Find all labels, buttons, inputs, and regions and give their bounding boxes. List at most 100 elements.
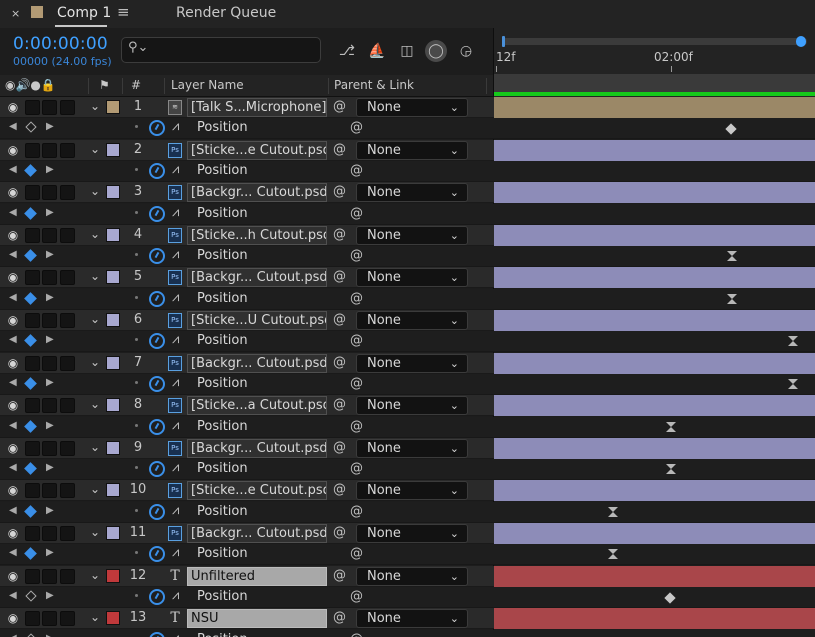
next-keyframe-icon[interactable]: ▶ bbox=[46, 376, 54, 388]
expand-chevron-icon[interactable]: ⌄ bbox=[90, 525, 101, 539]
layer-name[interactable]: [Sticke...h Cutout.psd] bbox=[187, 225, 327, 245]
expand-chevron-icon[interactable]: ⌄ bbox=[90, 99, 101, 113]
solo-toggle[interactable] bbox=[42, 568, 57, 584]
keyframe-marker[interactable] bbox=[607, 506, 618, 517]
visibility-eye-icon[interactable]: ◉ bbox=[7, 355, 19, 370]
pick-whip-icon[interactable]: @ bbox=[333, 439, 346, 455]
expand-chevron-icon[interactable]: ⌄ bbox=[90, 354, 101, 369]
graph-editor-icon[interactable]: ⩘ bbox=[172, 631, 179, 637]
graph-editor-icon[interactable]: ⩘ bbox=[172, 161, 180, 177]
stopwatch-icon[interactable] bbox=[149, 375, 165, 392]
next-keyframe-icon[interactable]: ▶ bbox=[46, 462, 54, 474]
audio-toggle[interactable] bbox=[25, 355, 40, 371]
label-tag-icon[interactable]: ⚑ bbox=[99, 78, 110, 92]
expand-chevron-icon[interactable]: ⌄ bbox=[90, 439, 101, 454]
next-keyframe-icon[interactable]: ▶ bbox=[46, 547, 54, 559]
audio-toggle[interactable] bbox=[25, 100, 40, 115]
prev-keyframe-icon[interactable]: ◀ bbox=[9, 589, 17, 601]
lock-toggle[interactable] bbox=[60, 611, 75, 627]
work-area-bar[interactable] bbox=[494, 74, 815, 92]
expand-chevron-icon[interactable]: ⌄ bbox=[90, 482, 101, 497]
layer-duration-bar[interactable] bbox=[494, 224, 815, 246]
draft-3d-icon[interactable]: ⛵ bbox=[368, 43, 386, 59]
audio-toggle[interactable] bbox=[25, 483, 40, 499]
prev-keyframe-icon[interactable]: ◀ bbox=[9, 249, 17, 261]
property-pick-whip-icon[interactable]: @ bbox=[350, 162, 363, 178]
property-pick-whip-icon[interactable]: @ bbox=[350, 375, 363, 391]
layer-name[interactable]: [Backgr... Cutout.psd] bbox=[187, 438, 327, 458]
stopwatch-icon[interactable] bbox=[149, 503, 165, 520]
audio-toggle[interactable] bbox=[25, 313, 40, 328]
solo-toggle[interactable] bbox=[42, 100, 57, 115]
solo-toggle[interactable] bbox=[42, 227, 57, 243]
layer-name[interactable]: [Sticke...e Cutout.psd] bbox=[187, 140, 327, 160]
lock-toggle[interactable] bbox=[60, 440, 75, 456]
add-keyframe-icon[interactable] bbox=[24, 334, 37, 348]
solo-toggle[interactable] bbox=[42, 270, 57, 286]
property-pick-whip-icon[interactable]: @ bbox=[350, 333, 363, 349]
lock-toggle[interactable] bbox=[60, 483, 75, 499]
layer-duration-bar[interactable] bbox=[494, 97, 815, 118]
property-pick-whip-icon[interactable]: @ bbox=[350, 248, 363, 264]
audio-toggle[interactable] bbox=[25, 526, 40, 541]
pick-whip-icon[interactable]: @ bbox=[333, 525, 346, 540]
tab-comp-1[interactable]: Comp 1 bbox=[57, 5, 112, 21]
close-tab-icon[interactable]: × bbox=[11, 7, 21, 20]
expand-chevron-icon[interactable]: ⌄ bbox=[90, 610, 101, 625]
add-keyframe-icon[interactable] bbox=[24, 377, 37, 390]
graph-editor-icon[interactable]: ⩘ bbox=[172, 204, 180, 220]
layer-duration-bar[interactable] bbox=[494, 437, 815, 459]
parent-dropdown[interactable]: None ⌄ bbox=[356, 311, 468, 330]
audio-toggle[interactable] bbox=[25, 440, 40, 456]
audio-toggle[interactable] bbox=[25, 270, 40, 286]
graph-editor-icon[interactable]: ⩘ bbox=[172, 417, 180, 433]
stopwatch-icon[interactable] bbox=[149, 290, 165, 307]
parent-dropdown[interactable]: None ⌄ bbox=[356, 609, 468, 629]
add-keyframe-icon[interactable] bbox=[24, 206, 37, 220]
solo-toggle[interactable] bbox=[42, 483, 57, 499]
time-navigator-start-handle[interactable] bbox=[502, 36, 505, 47]
layer-label-color[interactable] bbox=[106, 611, 120, 626]
add-keyframe-icon[interactable] bbox=[24, 249, 37, 262]
prev-keyframe-icon[interactable]: ◀ bbox=[9, 462, 17, 474]
expand-chevron-icon[interactable]: ⌄ bbox=[90, 184, 101, 199]
prev-keyframe-icon[interactable]: ◀ bbox=[9, 376, 17, 388]
visibility-eye-icon[interactable]: ◉ bbox=[7, 185, 19, 200]
solo-toggle[interactable] bbox=[42, 526, 57, 541]
next-keyframe-icon[interactable]: ▶ bbox=[46, 249, 54, 261]
lock-toggle[interactable] bbox=[60, 398, 75, 414]
lock-toggle[interactable] bbox=[60, 526, 75, 541]
layer-name[interactable]: NSU bbox=[187, 609, 327, 629]
stopwatch-icon[interactable] bbox=[149, 162, 165, 179]
expand-chevron-icon[interactable]: ⌄ bbox=[90, 226, 101, 241]
keyframe-marker[interactable] bbox=[607, 549, 618, 560]
parent-dropdown[interactable]: None ⌄ bbox=[356, 396, 468, 416]
audio-toggle[interactable] bbox=[25, 227, 40, 243]
pick-whip-icon[interactable]: @ bbox=[333, 354, 346, 370]
graph-editor-icon[interactable]: ⩘ bbox=[172, 460, 180, 476]
layer-row[interactable]: ◉ ⌄ 9 Ps [Backgr... Cutout.psd] @ None ⌄ bbox=[0, 437, 815, 459]
lock-toggle[interactable] bbox=[60, 355, 75, 371]
keyframe-marker[interactable] bbox=[726, 251, 737, 262]
expand-chevron-icon[interactable]: ⌄ bbox=[90, 141, 101, 156]
next-keyframe-icon[interactable]: ▶ bbox=[46, 121, 54, 133]
stopwatch-icon[interactable] bbox=[149, 546, 165, 563]
solo-toggle[interactable] bbox=[42, 611, 57, 627]
keyframe-marker[interactable] bbox=[787, 336, 798, 347]
add-keyframe-icon[interactable] bbox=[25, 121, 37, 133]
layer-duration-bar[interactable] bbox=[494, 267, 815, 289]
layer-label-color[interactable] bbox=[106, 270, 120, 285]
layer-label-color[interactable] bbox=[106, 440, 120, 455]
shy-layers-icon[interactable]: ◫ bbox=[400, 43, 414, 59]
layer-duration-bar[interactable] bbox=[494, 523, 815, 544]
add-keyframe-icon[interactable] bbox=[24, 419, 37, 433]
prev-keyframe-icon[interactable]: ◀ bbox=[9, 163, 17, 175]
solo-toggle[interactable] bbox=[42, 142, 57, 158]
layer-name[interactable]: [Sticke...a Cutout.psd] bbox=[187, 396, 327, 416]
graph-editor-icon[interactable]: ⩘ bbox=[172, 587, 180, 603]
layer-label-color[interactable] bbox=[106, 185, 120, 200]
visibility-eye-icon[interactable]: ◉ bbox=[7, 611, 19, 626]
layer-name[interactable]: [Backgr... Cutout.psd] bbox=[187, 183, 327, 203]
motion-blur-icon[interactable]: ◶ bbox=[459, 43, 473, 59]
property-pick-whip-icon[interactable]: @ bbox=[350, 418, 363, 434]
